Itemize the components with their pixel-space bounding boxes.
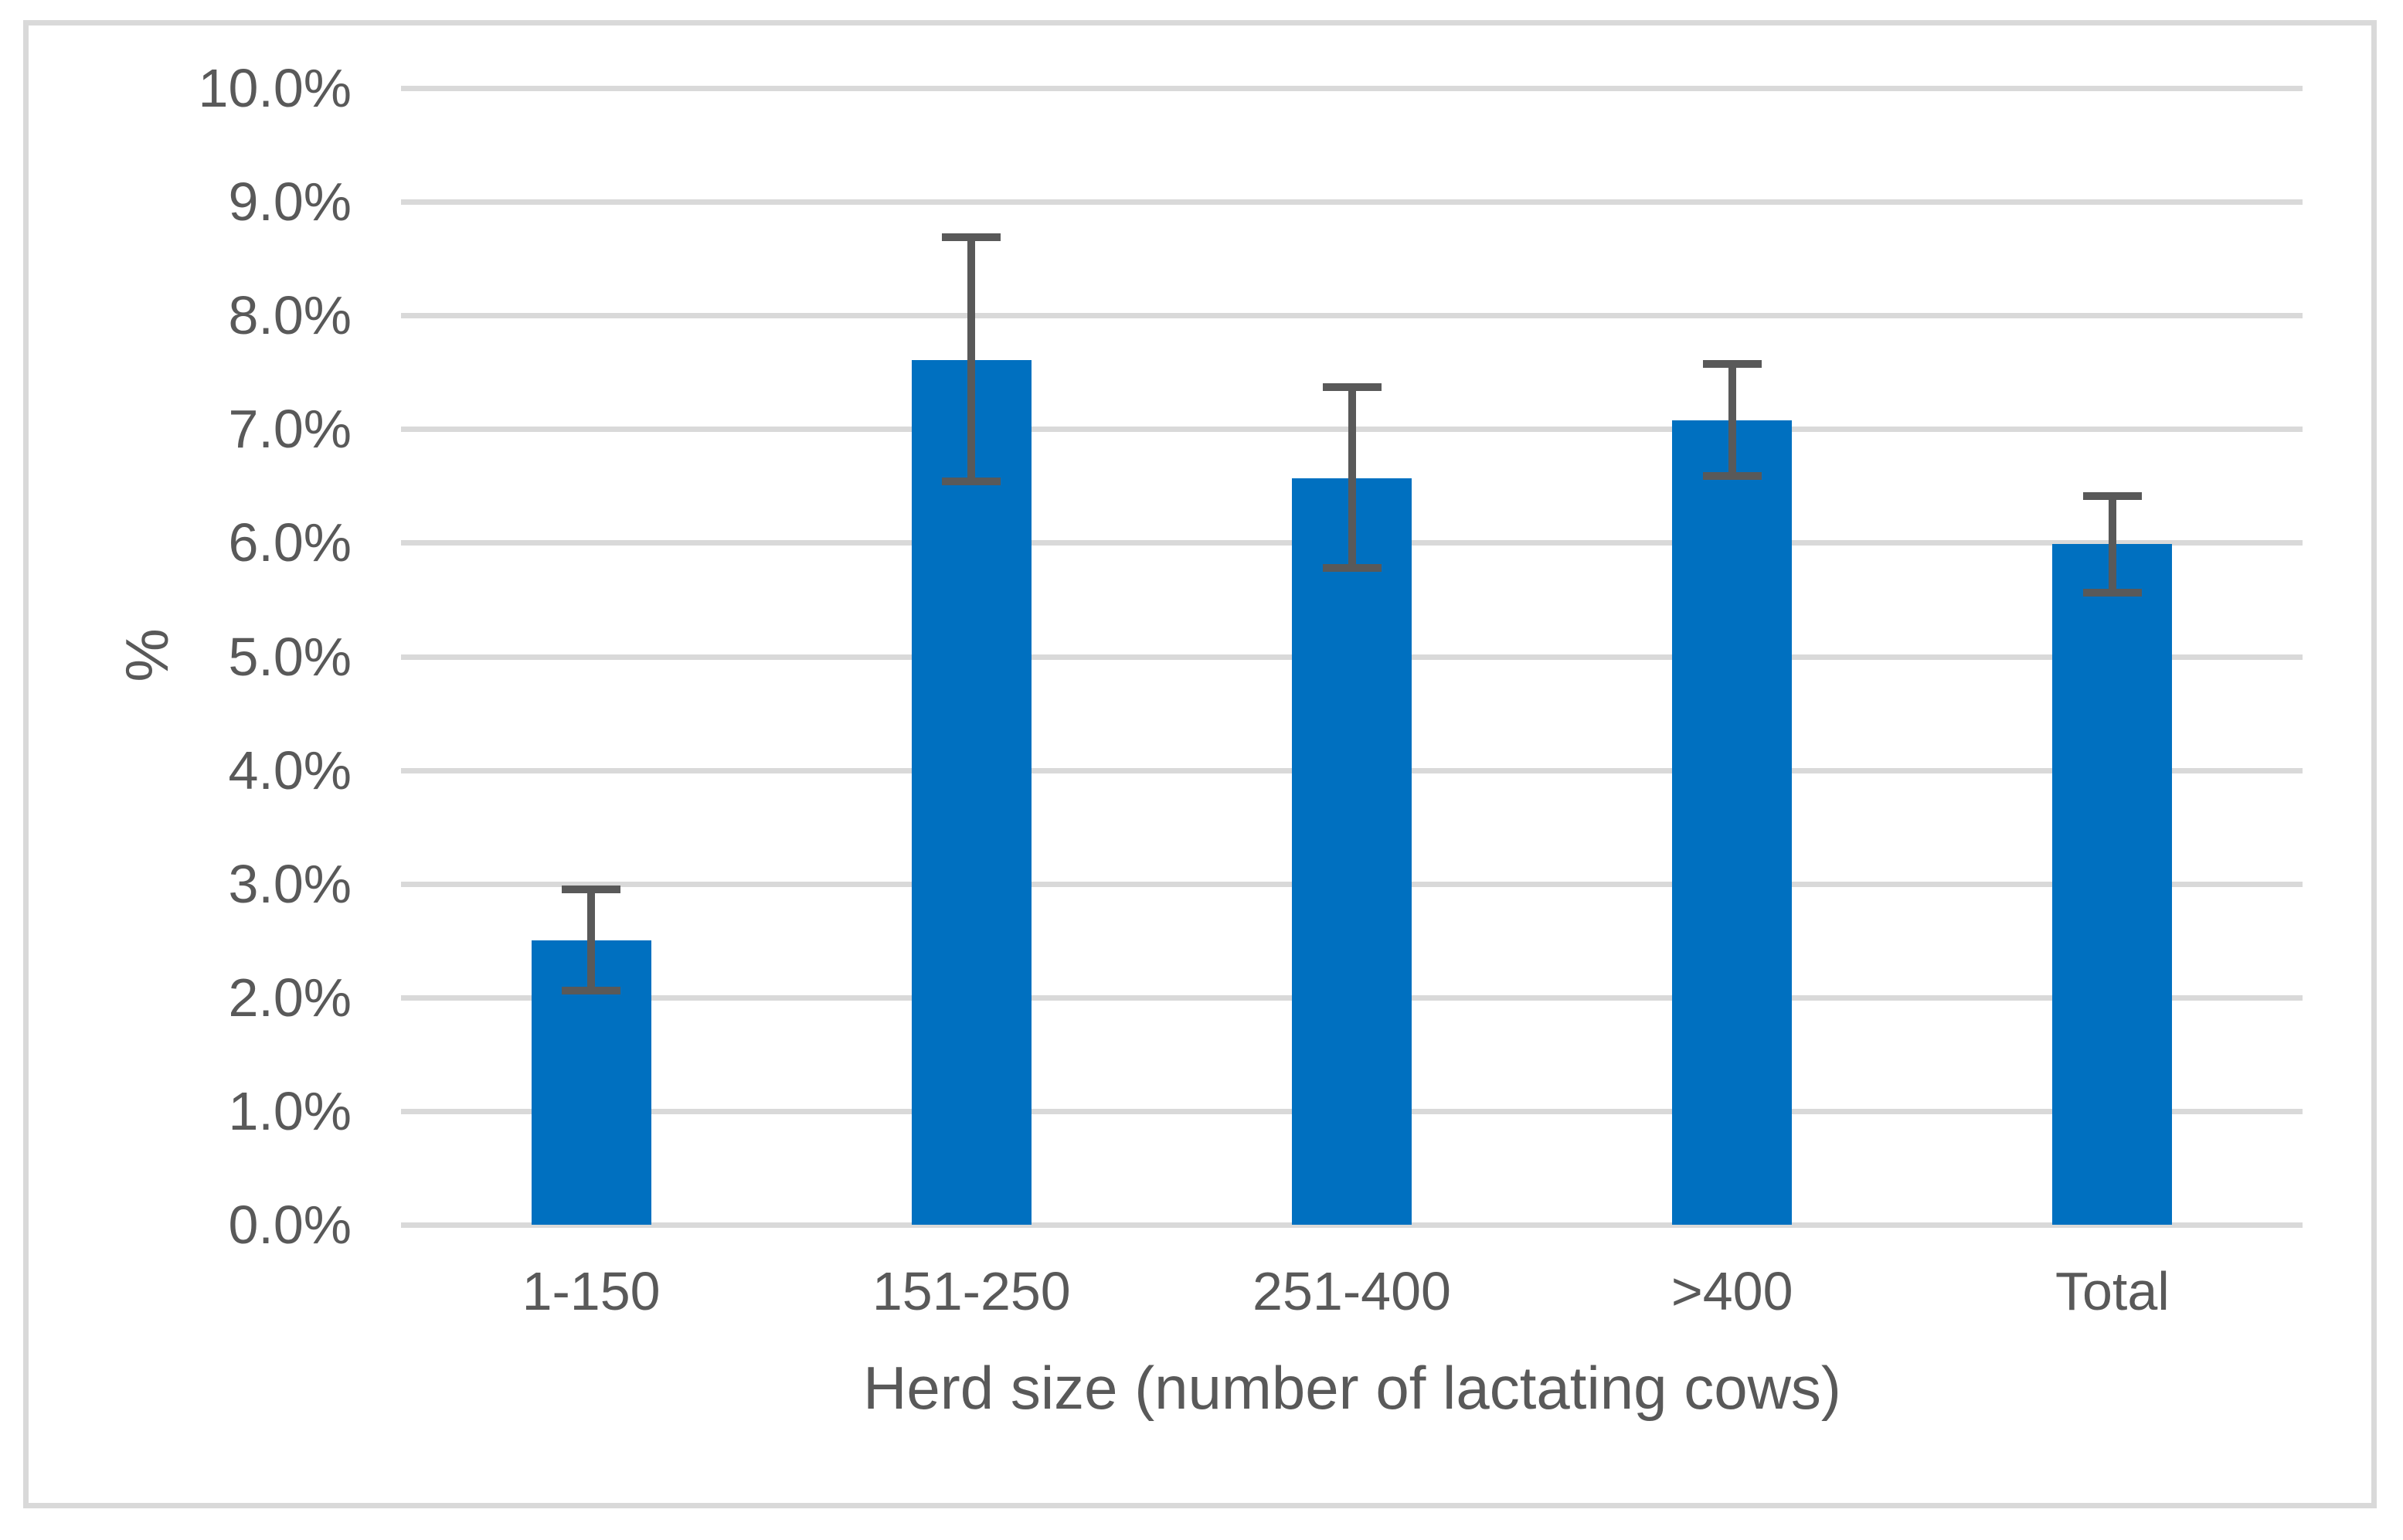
x-axis-title: Herd size (number of lactating cows) xyxy=(863,1354,1841,1422)
bar xyxy=(1672,420,1793,1225)
x-tick-label: 251-400 xyxy=(1252,1261,1451,1321)
x-tick-label: 151-250 xyxy=(872,1261,1071,1321)
error-bar-whisker xyxy=(1348,386,1356,568)
bar xyxy=(1292,478,1412,1225)
error-bar-cap-top xyxy=(2082,492,2142,501)
bar xyxy=(911,359,1032,1225)
y-tick-label: 10.0% xyxy=(198,58,352,118)
error-bar-cap-top xyxy=(562,886,621,894)
y-tick-label: 7.0% xyxy=(228,399,352,460)
error-bar-whisker xyxy=(587,889,596,991)
y-tick-label: 0.0% xyxy=(228,1195,352,1255)
error-bar-cap-bottom xyxy=(2082,589,2142,597)
error-bar-cap-bottom xyxy=(942,477,1001,485)
error-bar-cap-top xyxy=(1702,360,1762,369)
y-gridline xyxy=(401,86,2303,91)
y-axis-title: % xyxy=(113,628,181,682)
error-bar-cap-top xyxy=(942,233,1001,241)
y-tick-label: 6.0% xyxy=(228,512,352,573)
error-bar-whisker xyxy=(1728,364,1736,476)
x-tick-label: 1-150 xyxy=(522,1261,661,1321)
x-tick-label: >400 xyxy=(1671,1261,1793,1321)
error-bar-whisker xyxy=(2108,496,2116,593)
bar xyxy=(2052,543,2173,1225)
y-tick-label: 9.0% xyxy=(228,172,352,233)
error-bar-cap-bottom xyxy=(1702,471,1762,480)
error-bar-whisker xyxy=(967,236,976,481)
y-tick-label: 2.0% xyxy=(228,967,352,1028)
y-tick-label: 1.0% xyxy=(228,1080,352,1141)
y-tick-label: 8.0% xyxy=(228,285,352,346)
error-bar-cap-top xyxy=(1322,382,1382,391)
y-gridline xyxy=(401,199,2303,206)
chart-frame xyxy=(23,20,2377,1508)
y-gridline xyxy=(401,313,2303,319)
y-tick-label: 3.0% xyxy=(228,853,352,914)
x-tick-label: Total xyxy=(2055,1261,2170,1321)
error-bar-cap-bottom xyxy=(1322,563,1382,572)
y-tick-label: 5.0% xyxy=(228,626,352,687)
y-gridline xyxy=(401,1222,2303,1228)
y-tick-label: 4.0% xyxy=(228,739,352,801)
error-bar-cap-bottom xyxy=(562,986,621,994)
